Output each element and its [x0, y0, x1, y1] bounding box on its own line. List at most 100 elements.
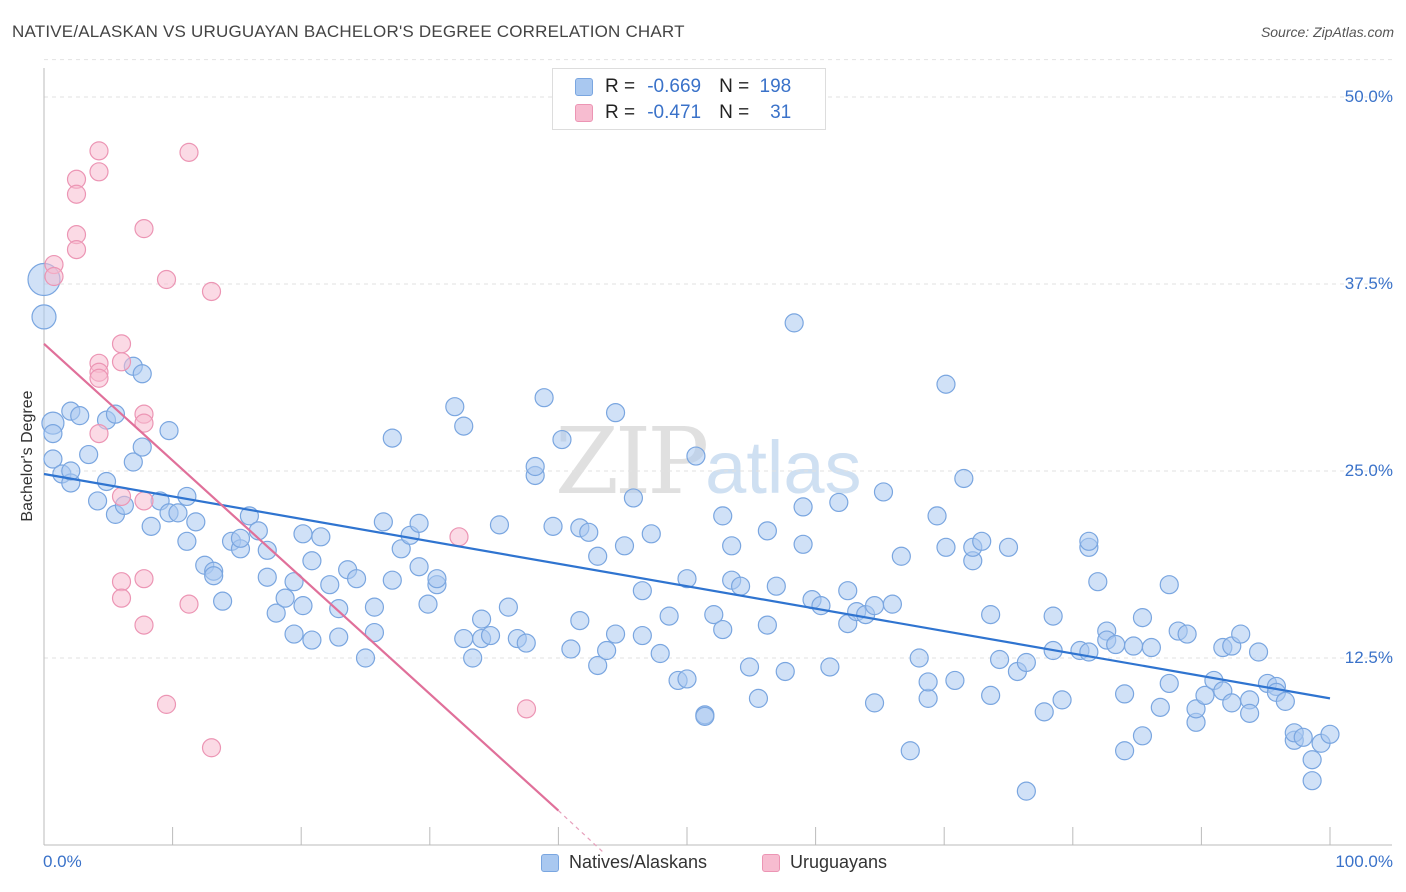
x-tick-label-max: 100.0% — [1335, 852, 1393, 871]
native-point — [516, 633, 536, 653]
native-point — [891, 546, 911, 566]
native-point — [70, 406, 90, 426]
native-point — [820, 657, 840, 677]
native-point — [623, 488, 644, 508]
native-point — [1079, 531, 1099, 551]
native-point — [364, 597, 385, 617]
native-point — [909, 648, 929, 668]
native-point — [463, 648, 483, 668]
native-point — [1034, 702, 1054, 722]
x-tick-label-min: 0.0% — [43, 852, 82, 871]
uruguayan-point — [89, 368, 109, 388]
native-point — [1016, 781, 1036, 801]
native-point — [1043, 606, 1063, 626]
uruguayan-point — [179, 594, 199, 614]
native-point — [382, 428, 402, 448]
native-point — [329, 599, 349, 619]
legend-swatch-uruguayans — [575, 104, 593, 122]
uruguayan-point — [516, 699, 537, 719]
native-point — [1186, 699, 1206, 719]
native-point — [79, 444, 99, 465]
uruguayan-point — [111, 334, 132, 354]
native-point — [998, 537, 1019, 557]
native-point — [132, 364, 152, 384]
native-point — [1159, 575, 1179, 595]
native-point — [1240, 703, 1260, 723]
native-point — [454, 628, 474, 649]
native-point — [186, 512, 206, 532]
series-legend-natives[interactable]: Natives/Alaskans — [541, 852, 707, 873]
native-point — [525, 456, 545, 477]
native-point — [382, 570, 402, 590]
native-point — [713, 619, 733, 640]
series-swatch-natives — [541, 853, 559, 872]
uruguayan-point — [179, 142, 199, 162]
native-point — [981, 685, 1001, 706]
native-point — [945, 670, 965, 691]
native-point — [614, 536, 635, 556]
native-point — [757, 521, 777, 541]
native-point — [329, 627, 349, 647]
native-point — [1195, 685, 1215, 706]
native-point — [213, 591, 233, 611]
native-point — [597, 640, 617, 661]
native-point — [864, 596, 885, 616]
native-point — [1123, 636, 1144, 656]
native-point — [418, 594, 438, 614]
uruguayan-point — [111, 352, 132, 372]
native-point — [677, 569, 697, 589]
native-point — [1248, 642, 1269, 662]
native-point — [105, 404, 126, 424]
native-point — [722, 536, 742, 556]
native-point — [793, 497, 813, 517]
native-point — [1016, 652, 1036, 673]
uruguayan-point — [449, 527, 469, 547]
native-point — [1150, 697, 1170, 717]
native-point — [293, 596, 313, 616]
native-point — [829, 492, 849, 513]
native-point — [31, 304, 57, 330]
native-point — [355, 648, 376, 668]
native-point — [927, 506, 947, 526]
native-point — [1275, 691, 1295, 711]
legend-n-value-uruguayans: 31 — [770, 102, 792, 123]
uruguayan-point — [134, 219, 154, 239]
native-point — [141, 516, 161, 536]
legend-row-natives: R = -0.669 N = 198 — [575, 74, 791, 100]
native-point — [936, 374, 956, 394]
native-point — [257, 540, 277, 560]
uruguayan-point — [111, 588, 132, 608]
native-point — [293, 524, 313, 544]
native-point — [677, 669, 697, 689]
native-point — [704, 605, 724, 625]
legend-row-uruguayans: R = -0.471 N = 31 — [575, 100, 791, 126]
native-point — [864, 693, 885, 713]
native-point — [1114, 684, 1135, 704]
uruguayan-trend-extension — [557, 810, 604, 853]
uruguayan-point — [44, 266, 64, 287]
series-legend-uruguayans[interactable]: Uruguayans — [762, 852, 887, 873]
native-point — [838, 581, 858, 601]
native-point — [552, 429, 572, 450]
native-point — [480, 625, 501, 646]
native-point — [177, 531, 197, 551]
native-point — [650, 643, 670, 664]
native-point — [168, 503, 188, 523]
native-point — [302, 630, 322, 650]
native-point — [1106, 634, 1126, 655]
native-point — [346, 569, 367, 589]
uruguayan-point — [89, 162, 109, 182]
native-point — [391, 539, 411, 559]
native-trend-line — [43, 472, 1331, 700]
native-point — [918, 672, 938, 692]
native-point — [1141, 637, 1161, 658]
native-point — [43, 449, 63, 469]
native-point — [177, 486, 197, 507]
uruguayan-trend-line — [43, 343, 560, 812]
legend-r-label: R = — [605, 76, 636, 97]
native-point — [1114, 741, 1135, 761]
native-point — [1132, 608, 1153, 628]
native-point — [972, 531, 992, 551]
native-point — [427, 569, 447, 589]
